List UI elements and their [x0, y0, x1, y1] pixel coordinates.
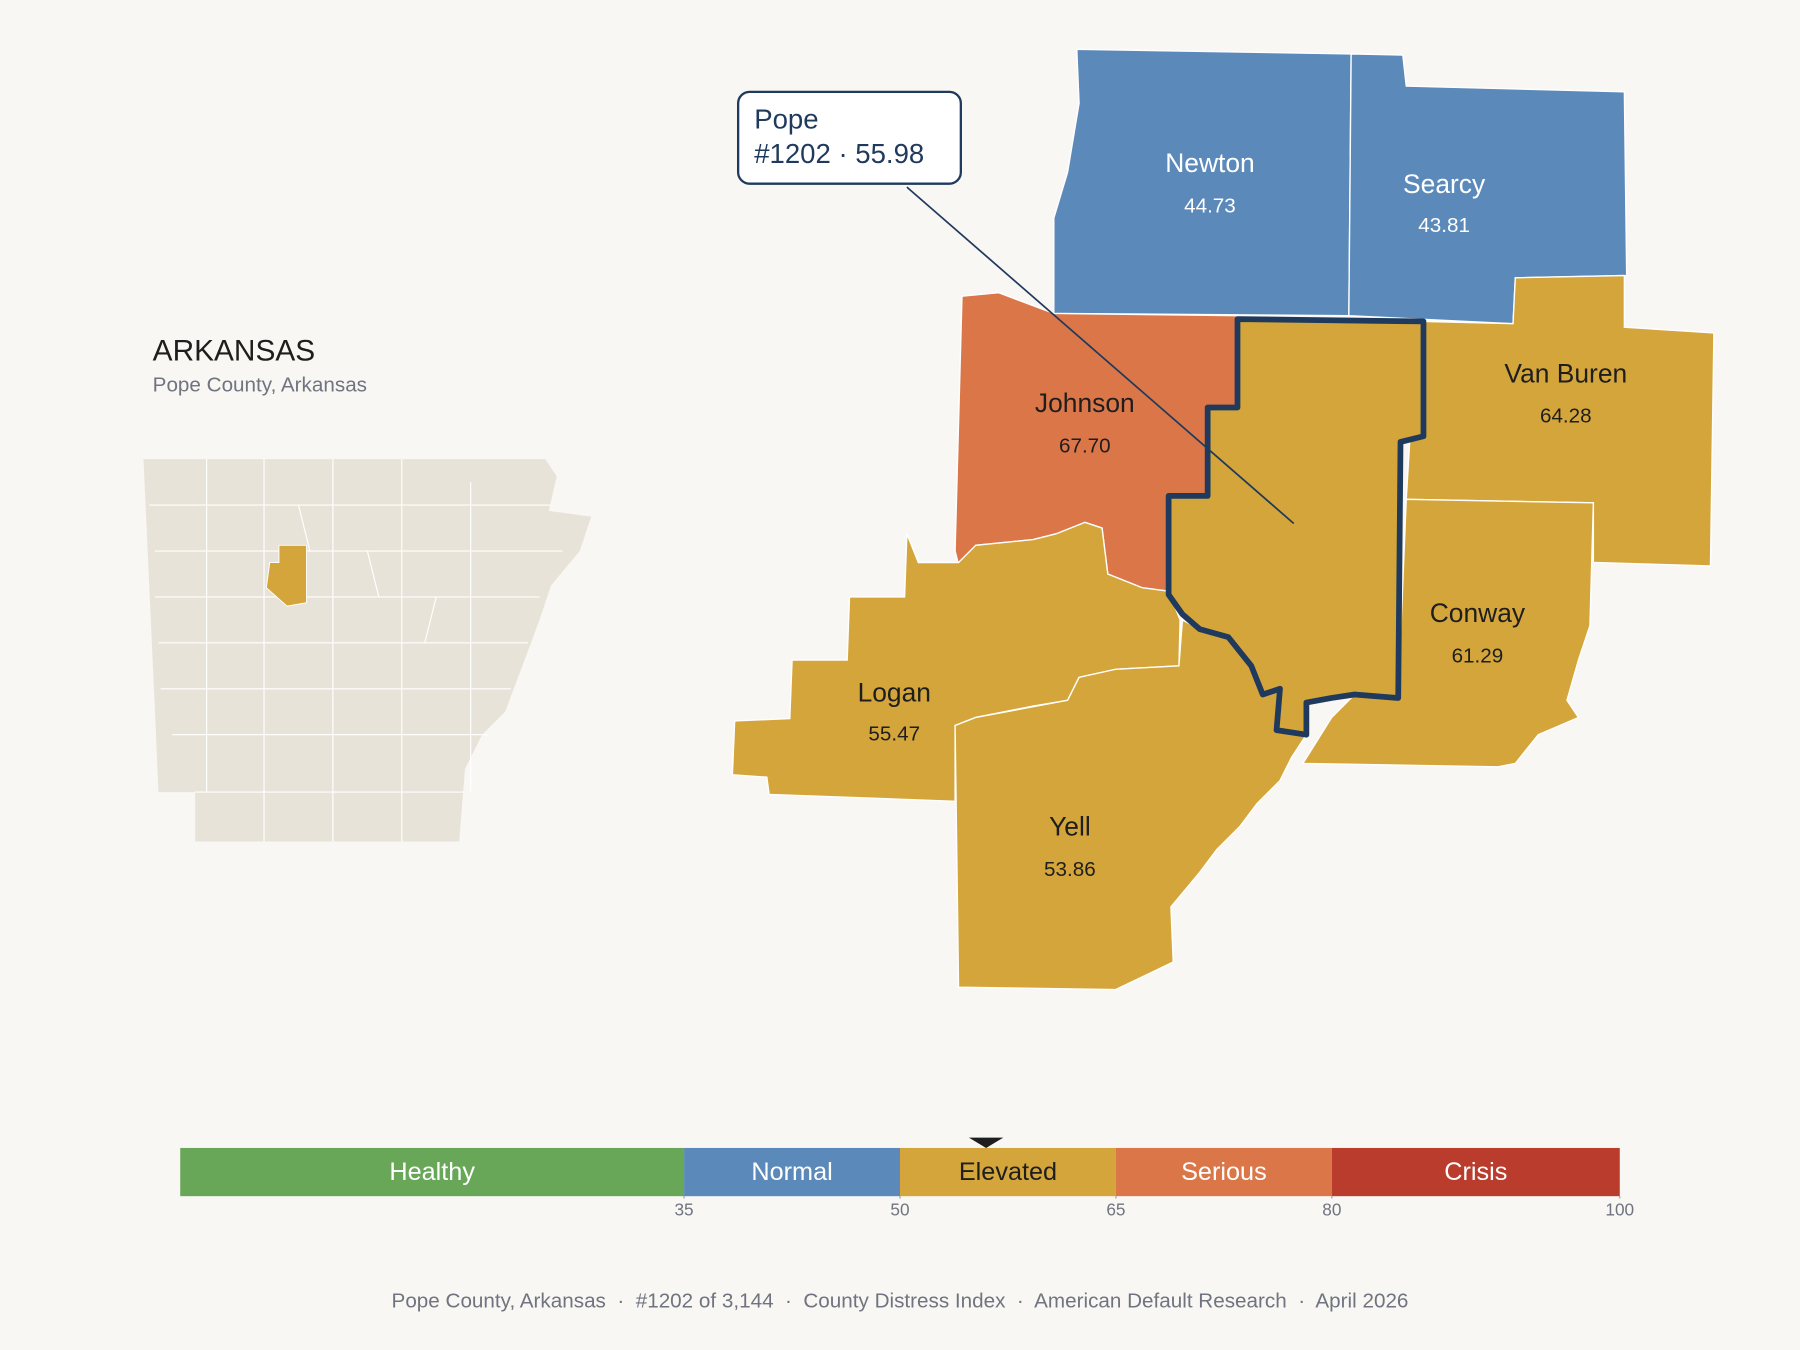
callout: Pope #1202 · 55.98 — [736, 90, 1295, 525]
county-name: Newton — [1165, 148, 1254, 178]
callout-detail: #1202 · 55.98 — [754, 138, 924, 169]
county-value: 44.73 — [1184, 194, 1236, 217]
county-labels: Newton 44.73 Searcy 43.81 Johnson 67.70 … — [858, 148, 1628, 881]
scale-band — [180, 1147, 685, 1197]
county-map — [731, 48, 1715, 991]
county-value: 64.28 — [1540, 404, 1592, 427]
scale-tick-label: 80 — [1322, 1200, 1341, 1220]
scale-band — [1331, 1147, 1620, 1197]
scale-tick-label: 50 — [890, 1200, 909, 1220]
county-value: 61.29 — [1452, 644, 1504, 667]
county-value: 67.70 — [1059, 434, 1111, 457]
scale-band-label: Serious — [1181, 1158, 1267, 1186]
scale-band-label: Normal — [751, 1158, 832, 1186]
county-name: Searcy — [1403, 169, 1486, 199]
county-name: Logan — [858, 677, 931, 707]
county-name: Johnson — [1035, 388, 1135, 418]
distress-scale: Healthy Normal Elevated Serious Crisis 35 50 65… — [180, 1137, 1634, 1220]
scale-band — [1115, 1147, 1332, 1197]
scale-band-label: Elevated — [959, 1158, 1057, 1186]
county-newton — [1053, 48, 1352, 317]
scale-tick-label: 35 — [674, 1200, 693, 1220]
county-value: 53.86 — [1044, 858, 1096, 881]
scale-band-label: Crisis — [1444, 1158, 1507, 1186]
inset-map — [143, 459, 592, 842]
county-value: 55.47 — [868, 722, 920, 745]
county-conway — [1301, 498, 1595, 768]
county-name: Yell — [1049, 812, 1091, 842]
county-value: 43.81 — [1418, 214, 1470, 237]
state-title: ARKANSAS — [153, 334, 315, 367]
scale-band — [684, 1147, 900, 1197]
county-name: Van Buren — [1504, 358, 1627, 388]
scale-band — [900, 1147, 1116, 1197]
county-pope — [1165, 316, 1427, 738]
callout-name: Pope — [754, 104, 818, 135]
scale-tick-label: 65 — [1106, 1200, 1125, 1220]
subtitle: Pope County, Arkansas — [153, 373, 367, 396]
county-name: Conway — [1430, 598, 1526, 628]
scale-tick-label: 100 — [1605, 1200, 1634, 1220]
scale-marker — [968, 1137, 1004, 1148]
footer: Pope County, Arkansas · #1202 of 3,144 ·… — [392, 1290, 1409, 1313]
scale-band-label: Healthy — [389, 1158, 475, 1186]
